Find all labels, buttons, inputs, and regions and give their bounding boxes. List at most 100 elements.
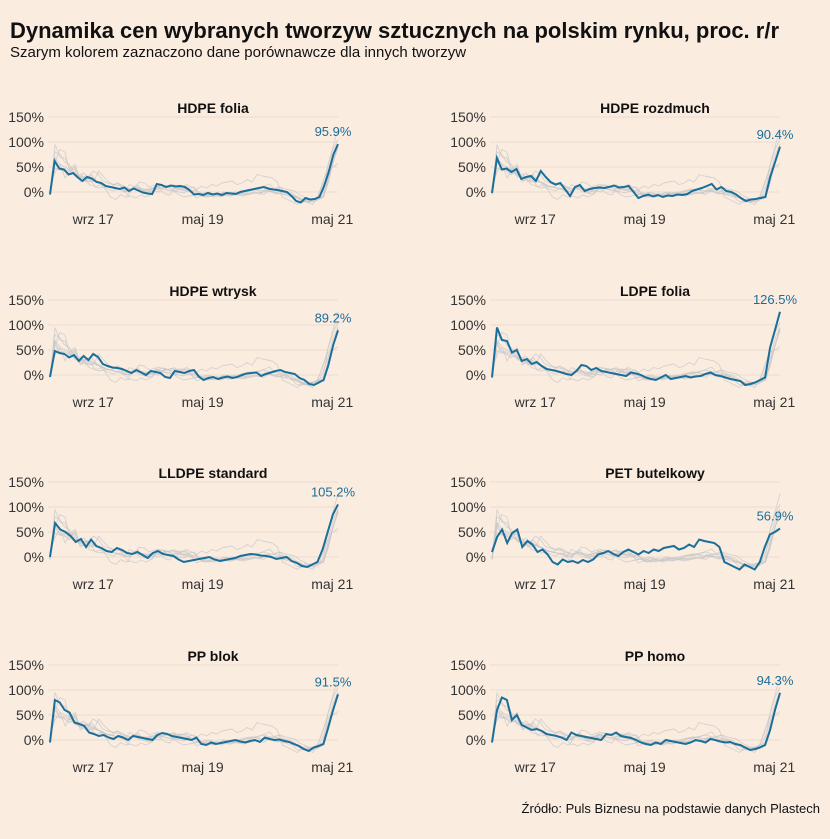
x-tick-label: wrz 17 bbox=[72, 576, 114, 592]
page-title: Dynamika cen wybranych tworzyw sztucznyc… bbox=[10, 18, 780, 43]
y-tick-label: 0% bbox=[466, 184, 486, 200]
y-tick-label: 150% bbox=[450, 292, 486, 308]
x-tick-label: maj 19 bbox=[624, 759, 666, 775]
y-tick-label: 50% bbox=[16, 524, 44, 540]
x-tick-label: maj 21 bbox=[311, 394, 353, 410]
end-value-label: 91.5% bbox=[315, 674, 352, 689]
comparison-series-line bbox=[49, 711, 339, 754]
y-tick-label: 50% bbox=[458, 342, 486, 358]
y-tick-label: 0% bbox=[24, 367, 44, 383]
comparison-series-line bbox=[49, 326, 339, 387]
page-subtitle: Szarym kolorem zaznaczono dane porównawc… bbox=[10, 44, 467, 61]
comparison-series-line bbox=[491, 511, 781, 567]
comparison-series-line bbox=[49, 694, 339, 750]
highlight-series-line bbox=[491, 146, 781, 203]
comparison-series-line bbox=[491, 509, 781, 568]
comparison-series-line bbox=[491, 326, 781, 387]
panel-title: HDPE wtrysk bbox=[169, 283, 256, 299]
x-tick-label: maj 19 bbox=[624, 211, 666, 227]
x-tick-label: maj 21 bbox=[311, 211, 353, 227]
panel-title: LDPE folia bbox=[620, 283, 690, 299]
end-value-label: 126.5% bbox=[753, 292, 798, 307]
end-value-label: 90.4% bbox=[757, 127, 794, 142]
y-tick-label: 50% bbox=[458, 707, 486, 723]
comparison-series-line bbox=[49, 346, 339, 389]
chart-panel: PP homo 150% 100% 50% 0% wrz 17 maj 19 maj 21 94… bbox=[450, 648, 795, 775]
comparison-series-line bbox=[49, 695, 339, 751]
highlight-series-line bbox=[491, 527, 781, 571]
panel-title: HDPE folia bbox=[177, 100, 249, 116]
x-tick-label: wrz 17 bbox=[72, 211, 114, 227]
panel-title: HDPE rozdmuch bbox=[600, 100, 710, 116]
panel-title: PP blok bbox=[187, 648, 238, 664]
y-tick-label: 50% bbox=[458, 524, 486, 540]
chart-panel: HDPE wtrysk 150% 100% 50% 0% wrz 17 maj 19 maj … bbox=[8, 283, 353, 410]
x-tick-label: maj 19 bbox=[624, 576, 666, 592]
chart-panel: PET butelkowy 150% 100% 50% 0% wrz 17 maj 19 ma… bbox=[450, 465, 795, 592]
x-tick-label: maj 21 bbox=[311, 576, 353, 592]
x-tick-label: maj 19 bbox=[182, 576, 224, 592]
chart-panel: PP blok 150% 100% 50% 0% wrz 17 maj 19 maj 21 91… bbox=[8, 648, 353, 775]
end-value-label: 56.9% bbox=[757, 509, 794, 524]
highlight-series-line bbox=[49, 143, 339, 204]
y-tick-label: 100% bbox=[8, 682, 44, 698]
x-tick-label: wrz 17 bbox=[514, 759, 556, 775]
comparison-series-line bbox=[49, 146, 339, 202]
y-tick-label: 150% bbox=[8, 657, 44, 673]
y-tick-label: 50% bbox=[16, 342, 44, 358]
x-tick-label: wrz 17 bbox=[514, 576, 556, 592]
y-tick-label: 150% bbox=[8, 474, 44, 490]
end-value-label: 89.2% bbox=[315, 310, 352, 325]
panel-title: PET butelkowy bbox=[605, 465, 705, 481]
comparison-series-line bbox=[49, 508, 339, 569]
source-note: Źródło: Puls Biznesu na podstawie danych… bbox=[521, 801, 820, 816]
comparison-series-line bbox=[49, 511, 339, 567]
y-tick-label: 100% bbox=[450, 499, 486, 515]
comparison-series-line bbox=[491, 695, 781, 751]
highlight-series-line bbox=[49, 330, 339, 387]
y-tick-label: 50% bbox=[16, 707, 44, 723]
comparison-series-line bbox=[491, 508, 781, 569]
y-tick-label: 100% bbox=[8, 134, 44, 150]
y-tick-label: 0% bbox=[466, 367, 486, 383]
highlight-series-line bbox=[491, 311, 781, 387]
x-tick-label: maj 19 bbox=[624, 394, 666, 410]
end-value-label: 105.2% bbox=[311, 484, 356, 499]
chart-panel: HDPE rozdmuch 150% 100% 50% 0% wrz 17 maj 19 ma… bbox=[450, 100, 795, 227]
comparison-series-line bbox=[49, 509, 339, 568]
comparison-series-line bbox=[491, 691, 781, 752]
end-value-label: 94.3% bbox=[757, 673, 794, 688]
y-tick-label: 150% bbox=[8, 292, 44, 308]
comparison-series-line bbox=[49, 329, 339, 385]
y-tick-label: 150% bbox=[450, 109, 486, 125]
comparison-series-line bbox=[491, 144, 781, 203]
chart-panel: LLDPE standard 150% 100% 50% 0% wrz 17 maj 19 m… bbox=[8, 465, 355, 592]
comparison-series-line bbox=[491, 327, 781, 386]
y-tick-label: 100% bbox=[450, 682, 486, 698]
y-tick-label: 0% bbox=[466, 549, 486, 565]
y-tick-label: 50% bbox=[458, 159, 486, 175]
y-tick-label: 150% bbox=[450, 657, 486, 673]
x-tick-label: maj 19 bbox=[182, 394, 224, 410]
comparison-series-line bbox=[49, 147, 339, 203]
chart-panel: HDPE folia 150% 100% 50% 0% wrz 17 maj 19 maj 2… bbox=[8, 100, 353, 227]
x-tick-label: wrz 17 bbox=[72, 394, 114, 410]
comparison-series-line bbox=[49, 691, 339, 752]
y-tick-label: 0% bbox=[24, 549, 44, 565]
y-tick-label: 100% bbox=[450, 134, 486, 150]
y-tick-label: 0% bbox=[24, 184, 44, 200]
y-tick-label: 100% bbox=[450, 317, 486, 333]
comparison-series-line bbox=[49, 512, 339, 568]
panel-title: PP homo bbox=[625, 648, 685, 664]
comparison-series-line bbox=[49, 327, 339, 386]
end-value-label: 95.9% bbox=[315, 124, 352, 139]
comparison-series-line bbox=[491, 163, 781, 206]
comparison-series-line bbox=[491, 329, 781, 385]
comparison-series-line bbox=[491, 346, 781, 389]
x-tick-label: wrz 17 bbox=[514, 394, 556, 410]
y-tick-label: 150% bbox=[450, 474, 486, 490]
y-tick-label: 0% bbox=[24, 732, 44, 748]
comparison-series-line bbox=[491, 512, 781, 568]
x-tick-label: maj 19 bbox=[182, 211, 224, 227]
